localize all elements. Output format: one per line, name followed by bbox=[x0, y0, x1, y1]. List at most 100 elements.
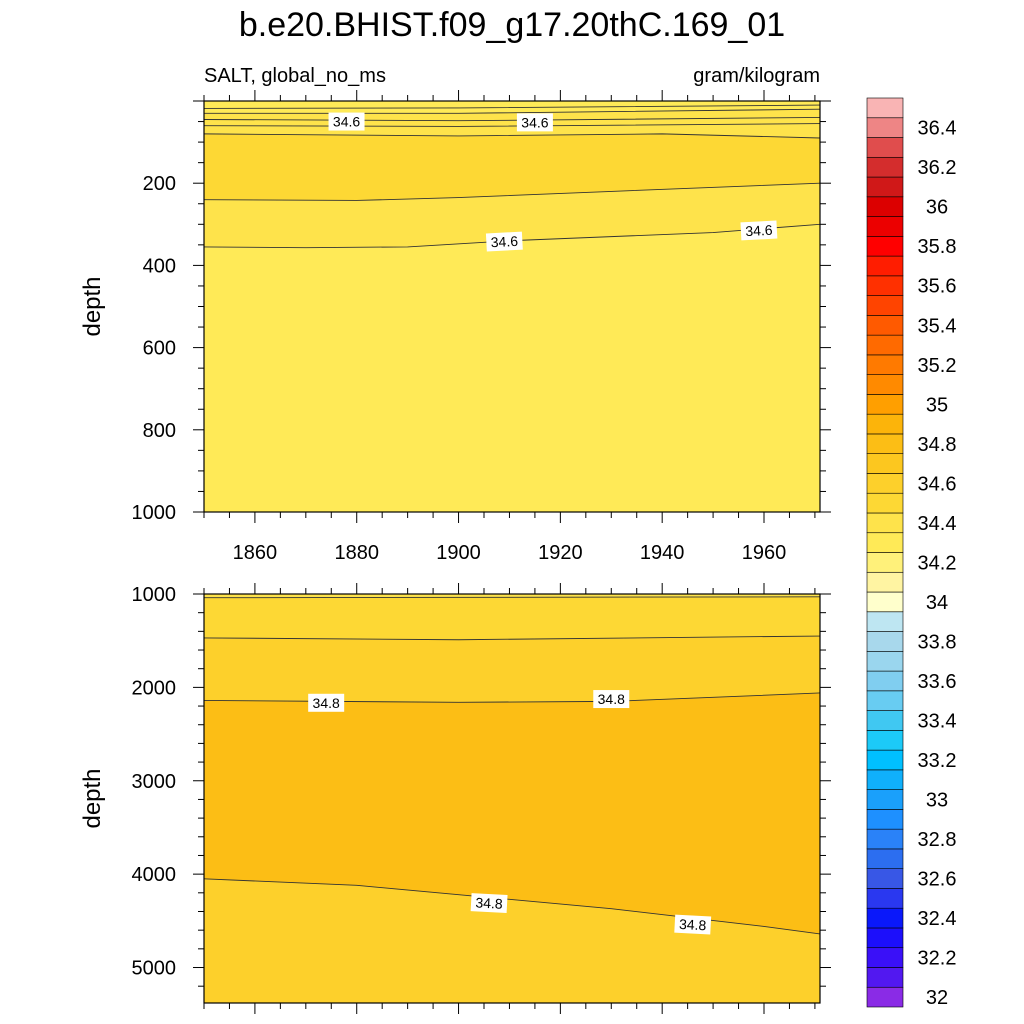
colorbar-label: 34 bbox=[926, 592, 948, 614]
x-tick-label: 1940 bbox=[640, 542, 685, 564]
y-tick-label: 3000 bbox=[132, 771, 177, 793]
fill-band bbox=[204, 224, 820, 512]
colorbar-box bbox=[866, 117, 904, 138]
contour-line bbox=[204, 878, 820, 935]
x-tick-label: 1900 bbox=[436, 542, 481, 564]
contour-line bbox=[204, 133, 820, 139]
colorbar-label: 36 bbox=[926, 197, 948, 219]
x-tick-label: 1860 bbox=[233, 542, 278, 564]
fill-band bbox=[204, 596, 820, 640]
y-tick-label: 5000 bbox=[132, 958, 177, 980]
colorbar-box bbox=[866, 196, 904, 217]
y-tick-label: 4000 bbox=[132, 864, 177, 886]
y-tick-label: 1000 bbox=[132, 502, 177, 524]
colorbar-box bbox=[866, 374, 904, 395]
colorbar-label: 34.2 bbox=[918, 552, 957, 574]
colorbar-label: 32.6 bbox=[918, 869, 957, 891]
colorbar-box bbox=[866, 927, 904, 949]
colorbar-box bbox=[866, 413, 904, 435]
colorbar-box bbox=[866, 492, 904, 514]
colorbar-box bbox=[866, 433, 904, 454]
colorbar-label: 33 bbox=[926, 790, 948, 812]
colorbar: 32 32.2 32.4 32.6 32.8 33 33.2 33.4 33.6 33.8 34 34… bbox=[866, 97, 957, 1009]
colorbar-label: 35 bbox=[926, 394, 948, 416]
x-tick-label: 1920 bbox=[538, 542, 583, 564]
x-tick-label: 1880 bbox=[334, 542, 379, 564]
contour-label: 34.6 bbox=[516, 113, 553, 132]
svg-text:34.8: 34.8 bbox=[679, 916, 707, 933]
colorbar-box bbox=[866, 473, 904, 494]
svg-text:34.8: 34.8 bbox=[475, 894, 503, 911]
svg-text:34.6: 34.6 bbox=[490, 233, 518, 250]
colorbar-box bbox=[866, 512, 904, 534]
colorbar-label: 36.2 bbox=[918, 157, 957, 179]
colorbar-box bbox=[866, 967, 904, 988]
fill-band bbox=[204, 133, 820, 201]
colorbar-label: 35.6 bbox=[918, 276, 957, 298]
colorbar-box bbox=[866, 236, 904, 257]
colorbar-box bbox=[866, 848, 904, 869]
colorbar-box bbox=[866, 868, 904, 889]
svg-text:34.6: 34.6 bbox=[745, 222, 773, 239]
fill-band bbox=[204, 636, 820, 703]
contour-label: 34.6 bbox=[740, 220, 778, 241]
colorbar-label: 36.4 bbox=[918, 118, 957, 140]
colorbar-box bbox=[866, 354, 904, 375]
colorbar-label: 34.4 bbox=[918, 513, 957, 535]
colorbar-box bbox=[866, 730, 904, 751]
colorbar-box bbox=[866, 690, 904, 711]
lower-depth-panel: 34.8 34.8 34.8 34.8 1000 2000 3000 4000 5000 dept… bbox=[79, 583, 831, 1014]
contour-label: 34.8 bbox=[593, 690, 630, 709]
colorbar-box bbox=[866, 97, 904, 119]
colorbar-box bbox=[866, 769, 904, 790]
contour-line bbox=[204, 116, 820, 122]
figure-title: b.e20.BHIST.f09_g17.20thC.169_01 bbox=[239, 6, 785, 44]
colorbar-box bbox=[866, 571, 904, 593]
colorbar-label: 32.4 bbox=[918, 908, 957, 930]
contour-line bbox=[204, 104, 820, 109]
y-tick-label: 2000 bbox=[132, 677, 177, 699]
colorbar-box bbox=[866, 611, 904, 632]
colorbar-label: 35.4 bbox=[918, 315, 957, 337]
contour-label: 34.8 bbox=[674, 914, 712, 935]
colorbar-label: 33.4 bbox=[918, 710, 957, 732]
fill-band bbox=[204, 878, 820, 1003]
contour-line bbox=[204, 596, 820, 599]
colorbar-label: 32.8 bbox=[918, 829, 957, 851]
colorbar-box bbox=[866, 789, 904, 810]
colorbar-label: 35.2 bbox=[918, 355, 957, 377]
colorbar-box bbox=[866, 532, 904, 553]
left-subtitle: SALT, global_no_ms bbox=[204, 65, 386, 87]
y-axis-label: depth bbox=[79, 276, 106, 336]
svg-text:34.8: 34.8 bbox=[598, 691, 625, 707]
colorbar-label: 32.2 bbox=[918, 948, 957, 970]
y-tick-label: 600 bbox=[143, 338, 176, 360]
contour-line bbox=[204, 123, 820, 127]
contour-line bbox=[204, 635, 820, 641]
colorbar-box bbox=[866, 137, 904, 158]
colorbar-box bbox=[866, 631, 904, 652]
colorbar-box bbox=[866, 394, 904, 415]
colorbar-box bbox=[866, 947, 904, 968]
colorbar-box bbox=[866, 651, 904, 672]
contour-line bbox=[204, 108, 820, 114]
colorbar-box bbox=[866, 591, 904, 613]
y-tick-label: 1000 bbox=[132, 584, 177, 606]
colorbar-box bbox=[866, 295, 904, 316]
colorbar-label: 34.6 bbox=[918, 473, 957, 495]
contour-line bbox=[204, 182, 820, 201]
plot-frame bbox=[203, 593, 821, 1004]
svg-text:34.6: 34.6 bbox=[333, 114, 360, 130]
right-subtitle: gram/kilogram bbox=[693, 65, 820, 87]
y-tick-label: 800 bbox=[143, 420, 176, 442]
upper-depth-panel: 34.6 34.6 34.6 34.6 1860 1880 1900 1920 1940 1960… bbox=[79, 90, 831, 564]
fill-band bbox=[204, 692, 820, 934]
colorbar-box bbox=[866, 710, 904, 731]
colorbar-box bbox=[866, 156, 904, 178]
contour-label: 34.8 bbox=[470, 893, 508, 914]
colorbar-label: 33.6 bbox=[918, 671, 957, 693]
y-axis-label: depth bbox=[79, 768, 106, 828]
colorbar-box bbox=[866, 334, 904, 356]
colorbar-label: 33.2 bbox=[918, 750, 957, 772]
